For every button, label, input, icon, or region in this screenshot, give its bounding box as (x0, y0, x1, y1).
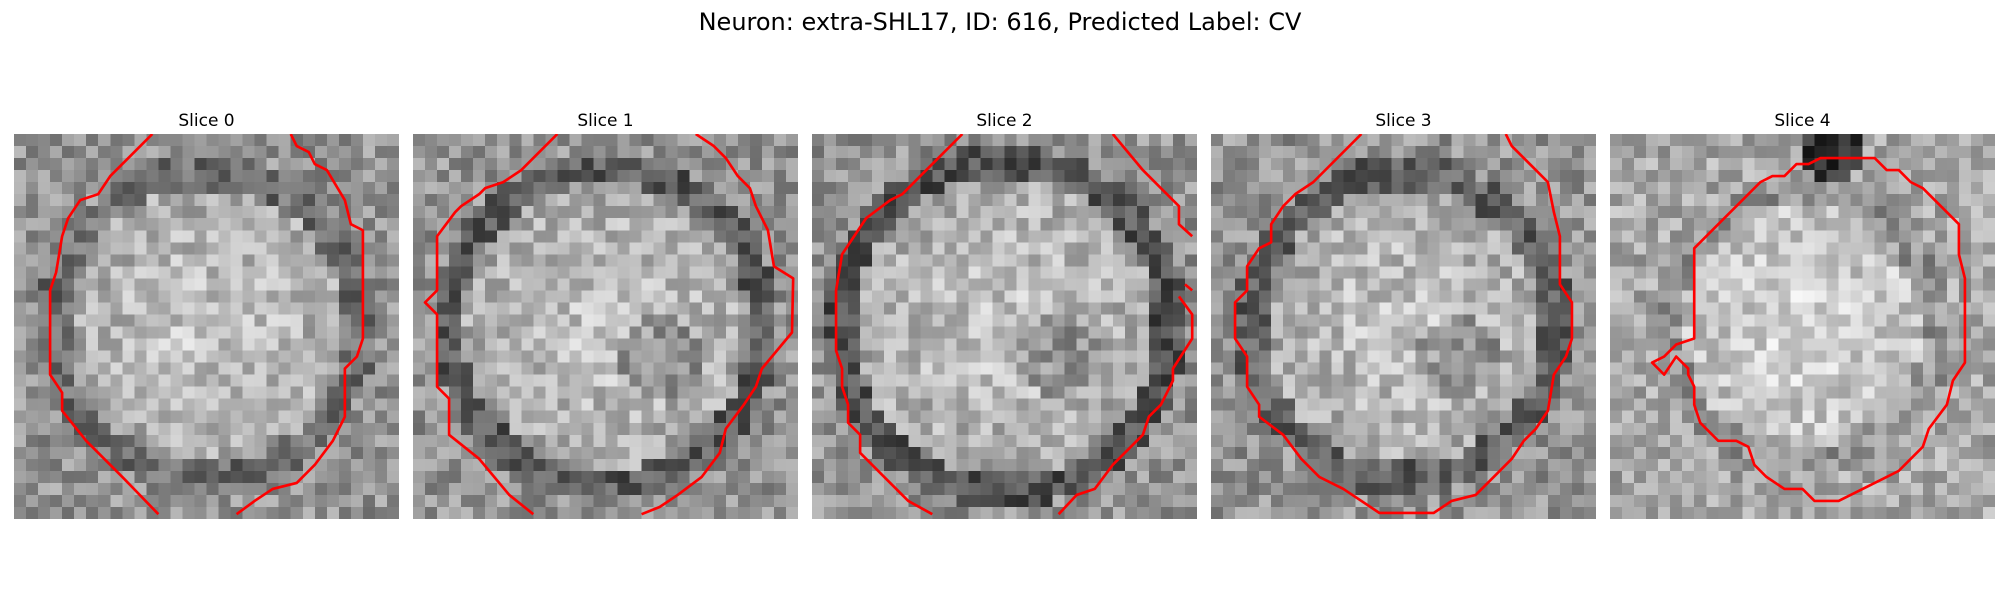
contour-line (834, 134, 1194, 516)
slice-title: Slice 2 (976, 111, 1033, 131)
slice-image (1211, 134, 1596, 519)
slice-panel-0: Slice 0 (14, 110, 399, 519)
slice-image (413, 134, 798, 519)
slice-title: Slice 0 (178, 111, 235, 131)
slice-image (812, 134, 1197, 519)
figure-title: Neuron: extra-SHL17, ID: 616, Predicted … (698, 8, 1302, 36)
contour-line (1233, 134, 1574, 515)
slice-title: Slice 1 (577, 111, 634, 131)
slice-image (1610, 134, 1995, 519)
contour-line (1111, 134, 1194, 238)
slice-panel-2: Slice 2 (812, 110, 1197, 519)
slice-panel-3: Slice 3 (1211, 110, 1596, 519)
slice-image (14, 134, 399, 519)
contour-line (423, 134, 795, 516)
contour-line (48, 134, 365, 516)
contour-line (1650, 156, 1967, 503)
slice-title: Slice 3 (1375, 111, 1432, 131)
slice-panel-4: Slice 4 (1610, 110, 1995, 519)
slice-title: Slice 4 (1774, 111, 1831, 131)
slice-panel-1: Slice 1 (413, 110, 798, 519)
